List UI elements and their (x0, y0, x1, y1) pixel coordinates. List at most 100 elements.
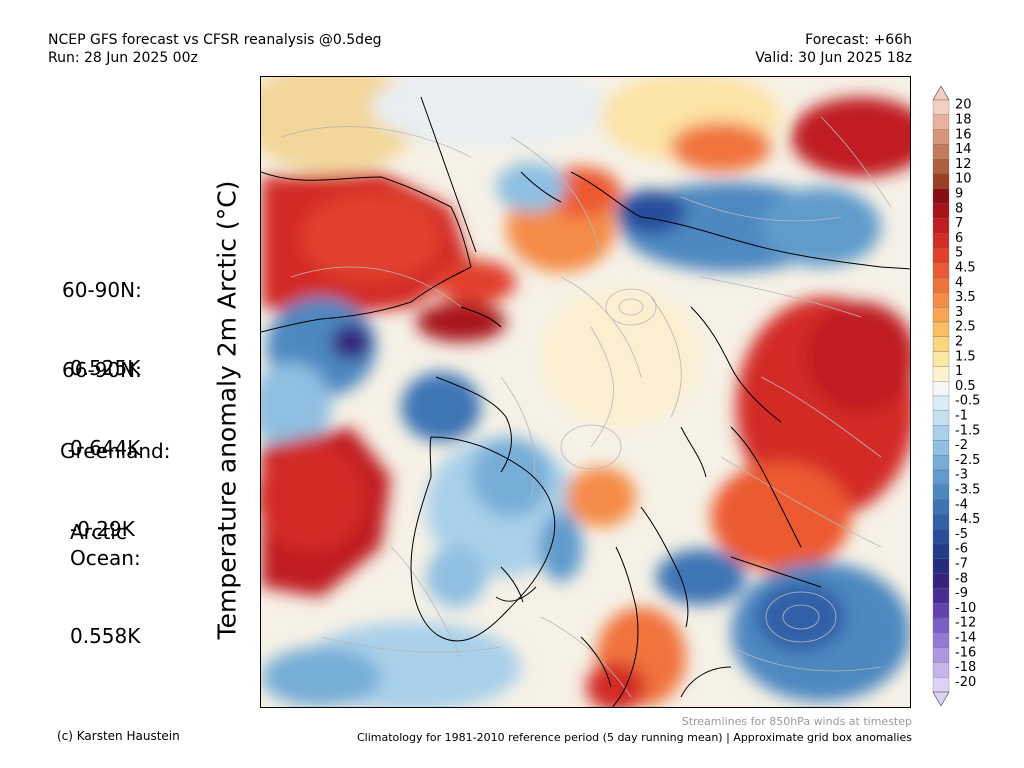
colorbar-swatch (932, 529, 950, 545)
colorbar-tick-label: -4 (955, 497, 968, 512)
colorbar-tick-label: -14 (955, 630, 976, 645)
colorbar-tick-label: 20 (955, 98, 972, 113)
colorbar-tick-label: 4 (955, 275, 963, 290)
colorbar-tick-label: -1.5 (955, 423, 980, 438)
colorbar-tick-label: 6 (955, 231, 963, 246)
colorbar-tick-label: 2.5 (955, 320, 976, 335)
climatology-note: Climatology for 1981-2010 reference peri… (356, 731, 912, 744)
anomaly-field (261, 77, 910, 707)
colorbar-tick-label: -9 (955, 586, 968, 601)
colorbar-swatch (932, 351, 950, 367)
colorbar-swatch (932, 425, 950, 441)
colorbar-top-arrow (932, 86, 950, 101)
colorbar-tick-label: 8 (955, 201, 963, 216)
colorbar-tick-label: -8 (955, 571, 968, 586)
colorbar-swatch (932, 203, 950, 219)
title-line-2: Run: 28 Jun 2025 00z (48, 50, 198, 66)
colorbar-swatch (932, 173, 950, 189)
colorbar-tick-label: 3 (955, 305, 963, 320)
colorbar-tick-label: -2 (955, 438, 968, 453)
colorbar-tick-label: 0.5 (955, 379, 976, 394)
colorbar-swatch (932, 99, 950, 115)
stat-label: Arctic Ocean: (70, 520, 141, 570)
colorbar-swatch (932, 573, 950, 589)
stat-label: Greenland: (60, 439, 171, 463)
colorbar-tick-label: 1.5 (955, 349, 976, 364)
colorbar-swatch (932, 292, 950, 308)
colorbar-swatch (932, 307, 950, 323)
colorbar-swatch (932, 144, 950, 160)
colorbar-tick-label: -2.5 (955, 453, 980, 468)
colorbar-tick-label: 14 (955, 142, 972, 157)
colorbar-tick-label: 1 (955, 364, 963, 379)
colorbar-tick-label: -3 (955, 468, 968, 483)
colorbar-swatch (932, 677, 950, 693)
colorbar-swatch (932, 647, 950, 663)
credit-text: (c) Karsten Haustein (57, 729, 180, 743)
colorbar-swatch (932, 381, 950, 397)
colorbar-tick-label: 18 (955, 112, 972, 127)
colorbar-swatch (932, 617, 950, 633)
stat-value: -0.29K (70, 517, 135, 541)
stat-label: 60-90N: (62, 278, 142, 302)
colorbar-tick-label: 12 (955, 157, 972, 172)
colorbar-swatch (932, 114, 950, 130)
colorbar-swatch (932, 218, 950, 234)
stat-value: 0.644K (70, 436, 141, 460)
colorbar-tick-label: -0.5 (955, 394, 980, 409)
colorbar-swatch (932, 440, 950, 456)
stat-60-90n: 60-90N: 0.525K (62, 225, 142, 407)
colorbar-tick-label: -3.5 (955, 482, 980, 497)
colorbar-tick-label: -1 (955, 408, 968, 423)
colorbar-swatch (932, 410, 950, 426)
colorbar-swatch (932, 514, 950, 530)
colorbar-tick-label: -6 (955, 542, 968, 557)
stat-66-90n: 66-90N: 0.644K (62, 305, 142, 487)
colorbar-swatch (932, 277, 950, 293)
colorbar-swatch (932, 603, 950, 619)
colorbar-tick-label: -12 (955, 616, 976, 631)
colorbar-tick-label: -18 (955, 660, 976, 675)
stat-greenland: Greenland: -0.29K (60, 386, 171, 568)
colorbar-swatch (932, 455, 950, 471)
colorbar-swatch (932, 395, 950, 411)
colorbar-tick-label: -7 (955, 556, 968, 571)
stat-arctic-ocean: Arctic Ocean: 0.558K (70, 467, 141, 675)
forecast-line-1: Forecast: +66h (805, 32, 912, 48)
colorbar-swatch (932, 262, 950, 278)
colorbar-tick-label: -4.5 (955, 512, 980, 527)
streamlines-note: Streamlines for 850hPa winds at timestep (681, 715, 912, 728)
colorbar-swatch (932, 469, 950, 485)
streamlines (280, 116, 892, 698)
colorbar-swatch (932, 129, 950, 145)
colorbar-tick-label: 3.5 (955, 290, 976, 305)
colorbar-swatch (932, 233, 950, 249)
stat-value: 0.525K (70, 356, 141, 380)
coastlines (261, 96, 910, 707)
axis-label: Temperature anomaly 2m Arctic (°C) (212, 180, 242, 640)
colorbar-swatch (932, 543, 950, 559)
colorbar-swatch (932, 662, 950, 678)
colorbar-swatch (932, 499, 950, 515)
colorbar-tick-label: -5 (955, 527, 968, 542)
anomaly-map (260, 76, 911, 708)
colorbar-tick-label: 5 (955, 246, 963, 261)
colorbar-swatch (932, 321, 950, 337)
colorbar-swatch (932, 247, 950, 263)
colorbar-tick-label: 16 (955, 127, 972, 142)
colorbar-swatch (932, 336, 950, 352)
colorbar-tick-label: 2 (955, 334, 963, 349)
colorbar-swatch (932, 588, 950, 604)
colorbar-swatch (932, 366, 950, 382)
colorbar-swatch (932, 188, 950, 204)
colorbar-tick-label: -20 (955, 675, 976, 690)
colorbar-tick-label: 7 (955, 216, 963, 231)
colorbar-swatch (932, 558, 950, 574)
stat-label: 66-90N: (62, 358, 142, 382)
colorbar-swatch (932, 632, 950, 648)
forecast-line-2: Valid: 30 Jun 2025 18z (755, 50, 912, 66)
forecast-block: Forecast: +66h Valid: 30 Jun 2025 18z (755, 31, 912, 67)
colorbar: 201816141210987654.543.532.521.510.5-0.5… (932, 86, 980, 706)
stat-value: 0.558K (70, 624, 141, 648)
colorbar-tick-label: 10 (955, 172, 972, 187)
